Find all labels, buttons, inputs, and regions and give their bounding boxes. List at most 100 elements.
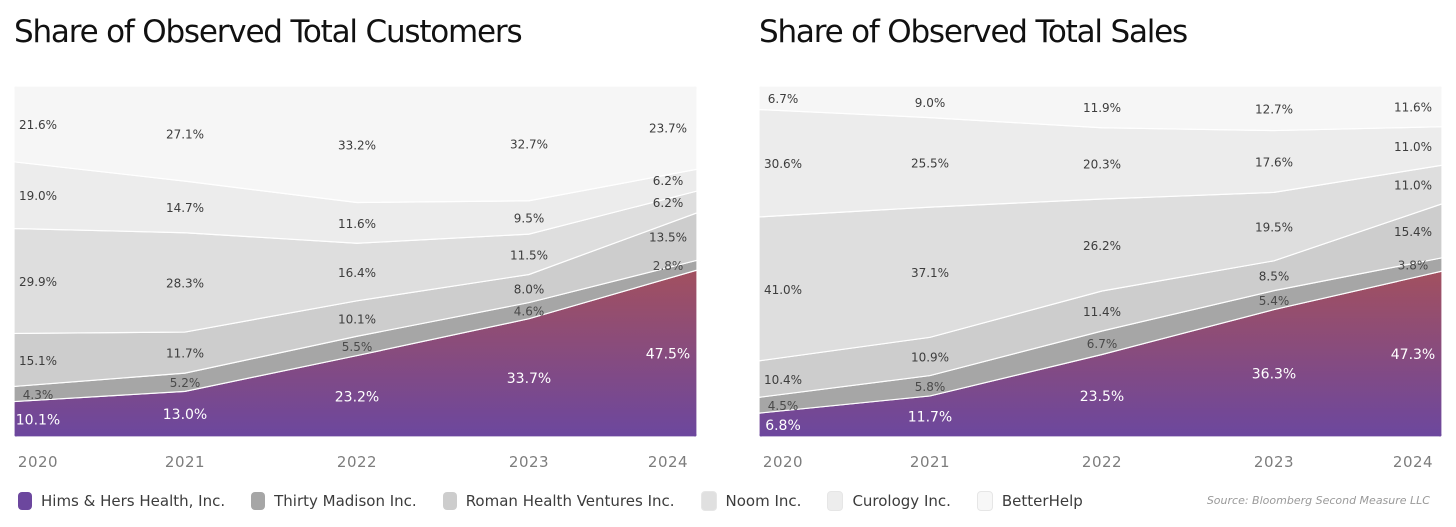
data-label-betterhelp: 6.7% xyxy=(768,92,799,106)
legend-label: BetterHelp xyxy=(1001,492,1083,510)
data-label-curology-inc: 25.5% xyxy=(911,156,949,170)
data-label-curology-inc: 17.6% xyxy=(1255,155,1293,169)
customers-chart-panel: Share of Observed Total Customers 10.1% 1… xyxy=(0,0,700,471)
plot-area xyxy=(759,86,1442,437)
data-label-thirty-madison-inc: 6.7% xyxy=(1087,337,1118,351)
data-label-thirty-madison-inc: 5.2% xyxy=(170,376,201,390)
x-tick-label: 2021 xyxy=(910,453,950,471)
data-label-noom-inc: 29.9% xyxy=(19,275,57,289)
legend-item-thirty-madison: Thirty Madison Inc. xyxy=(251,492,417,510)
data-label-betterhelp: 9.0% xyxy=(915,96,946,110)
data-label-thirty-madison-inc: 5.5% xyxy=(342,340,373,354)
data-label-curology-inc: 20.3% xyxy=(1083,157,1121,171)
data-label-noom-inc: 11.0% xyxy=(1394,179,1432,193)
data-label-betterhelp: 33.2% xyxy=(338,138,376,152)
data-label-noom-inc: 19.5% xyxy=(1255,221,1293,235)
data-label-noom-inc: 6.2% xyxy=(653,196,684,210)
x-tick-label: 2021 xyxy=(165,453,205,471)
data-label-thirty-madison-inc: 5.8% xyxy=(915,380,946,394)
source-note: Source: Bloomberg Second Measure LLC xyxy=(1206,494,1430,507)
data-label-hims-hers-health-inc: 11.7% xyxy=(908,409,952,425)
legend-label: Noom Inc. xyxy=(725,492,802,510)
data-label-betterhelp: 12.7% xyxy=(1255,102,1293,116)
data-label-curology-inc: 30.6% xyxy=(764,157,802,171)
data-label-hims-hers-health-inc: 47.5% xyxy=(646,347,690,363)
data-label-roman-health-ventures-inc: 8.0% xyxy=(514,283,545,297)
data-label-roman-health-ventures-inc: 13.5% xyxy=(649,231,687,245)
legend-label: Hims & Hers Health, Inc. xyxy=(41,492,226,510)
data-label-hims-hers-health-inc: 10.1% xyxy=(16,412,60,428)
x-tick-label: 2020 xyxy=(18,453,58,471)
data-label-curology-inc: 11.0% xyxy=(1394,140,1432,154)
data-label-noom-inc: 41.0% xyxy=(764,283,802,297)
legend-label: Curology Inc. xyxy=(852,492,951,510)
data-label-hims-hers-health-inc: 23.5% xyxy=(1080,389,1124,405)
legend-swatch xyxy=(251,492,266,510)
sales-chart-title: Share of Observed Total Sales xyxy=(759,14,1188,50)
data-label-betterhelp: 21.6% xyxy=(19,118,57,132)
legend-swatch xyxy=(442,492,457,510)
legend-swatch xyxy=(18,492,32,510)
data-label-curology-inc: 9.5% xyxy=(514,211,545,225)
x-tick-label: 2023 xyxy=(509,453,549,471)
sales-chart-panel: Share of Observed Total Sales 6.8% 11.7% 2… xyxy=(745,0,1445,471)
data-label-roman-health-ventures-inc: 10.4% xyxy=(764,373,802,387)
x-tick-label: 2022 xyxy=(1082,453,1122,471)
data-label-thirty-madison-inc: 4.3% xyxy=(23,388,54,402)
legend-item-roman: Roman Health Ventures Inc. xyxy=(442,492,675,510)
data-label-hims-hers-health-inc: 13.0% xyxy=(163,407,207,423)
data-label-curology-inc: 14.7% xyxy=(166,201,204,215)
data-label-roman-health-ventures-inc: 11.4% xyxy=(1083,305,1121,319)
data-label-noom-inc: 11.5% xyxy=(510,248,548,262)
legend-swatch xyxy=(976,491,993,511)
data-label-curology-inc: 11.6% xyxy=(338,217,376,231)
legend-item-betterhelp: BetterHelp xyxy=(976,491,1083,511)
legend-item-curology: Curology Inc. xyxy=(827,491,951,511)
area-betterhelp xyxy=(759,86,1442,132)
data-label-betterhelp: 11.6% xyxy=(1394,100,1432,114)
x-tick-label: 2024 xyxy=(1393,453,1433,471)
data-label-roman-health-ventures-inc: 15.4% xyxy=(1394,225,1432,239)
legend-item-hims: Hims & Hers Health, Inc. xyxy=(18,492,225,510)
data-label-thirty-madison-inc: 4.5% xyxy=(768,399,799,413)
data-label-noom-inc: 28.3% xyxy=(166,276,204,290)
data-label-noom-inc: 37.1% xyxy=(911,266,949,280)
x-tick-label: 2022 xyxy=(337,453,377,471)
data-label-hims-hers-health-inc: 36.3% xyxy=(1252,366,1296,382)
data-label-betterhelp: 32.7% xyxy=(510,137,548,151)
area-betterhelp xyxy=(14,86,697,204)
data-label-hims-hers-health-inc: 47.3% xyxy=(1391,347,1435,363)
data-label-hims-hers-health-inc: 33.7% xyxy=(507,371,551,387)
plot-area xyxy=(14,86,697,437)
data-label-thirty-madison-inc: 2.8% xyxy=(653,259,684,273)
x-tick-label: 2024 xyxy=(648,453,688,471)
data-label-thirty-madison-inc: 5.4% xyxy=(1259,294,1290,308)
legend: Hims & Hers Health, Inc. Thirty Madison … xyxy=(18,490,1109,512)
data-label-thirty-madison-inc: 4.6% xyxy=(514,305,545,319)
data-label-roman-health-ventures-inc: 8.5% xyxy=(1259,270,1290,284)
customers-chart-title: Share of Observed Total Customers xyxy=(14,14,523,50)
data-label-curology-inc: 6.2% xyxy=(653,174,684,188)
data-label-betterhelp: 11.9% xyxy=(1083,101,1121,115)
data-label-roman-health-ventures-inc: 10.9% xyxy=(911,350,949,364)
customers-area-chart: 10.1% 13.0% 23.2% 33.7% 47.5% 4.3% 5.2% 5.5% 4.6… xyxy=(14,86,697,471)
data-label-roman-health-ventures-inc: 15.1% xyxy=(19,354,57,368)
x-tick-label: 2023 xyxy=(1254,453,1294,471)
data-label-betterhelp: 27.1% xyxy=(166,128,204,142)
data-label-thirty-madison-inc: 3.8% xyxy=(1398,258,1429,272)
data-label-hims-hers-health-inc: 6.8% xyxy=(765,418,801,434)
x-tick-label: 2020 xyxy=(763,453,803,471)
data-label-noom-inc: 16.4% xyxy=(338,266,376,280)
data-label-roman-health-ventures-inc: 11.7% xyxy=(166,347,204,361)
data-label-hims-hers-health-inc: 23.2% xyxy=(335,389,379,405)
legend-label: Roman Health Ventures Inc. xyxy=(465,492,675,510)
legend-swatch xyxy=(827,491,844,511)
legend-item-noom: Noom Inc. xyxy=(700,491,802,511)
data-label-curology-inc: 19.0% xyxy=(19,189,57,203)
data-label-roman-health-ventures-inc: 10.1% xyxy=(338,313,376,327)
data-label-noom-inc: 26.2% xyxy=(1083,239,1121,253)
legend-swatch xyxy=(700,491,717,511)
sales-area-chart: 6.8% 11.7% 23.5% 36.3% 47.3% 4.5% 5.8% 6.7% 5.4%… xyxy=(759,86,1442,471)
data-label-betterhelp: 23.7% xyxy=(649,122,687,136)
legend-label: Thirty Madison Inc. xyxy=(274,492,417,510)
